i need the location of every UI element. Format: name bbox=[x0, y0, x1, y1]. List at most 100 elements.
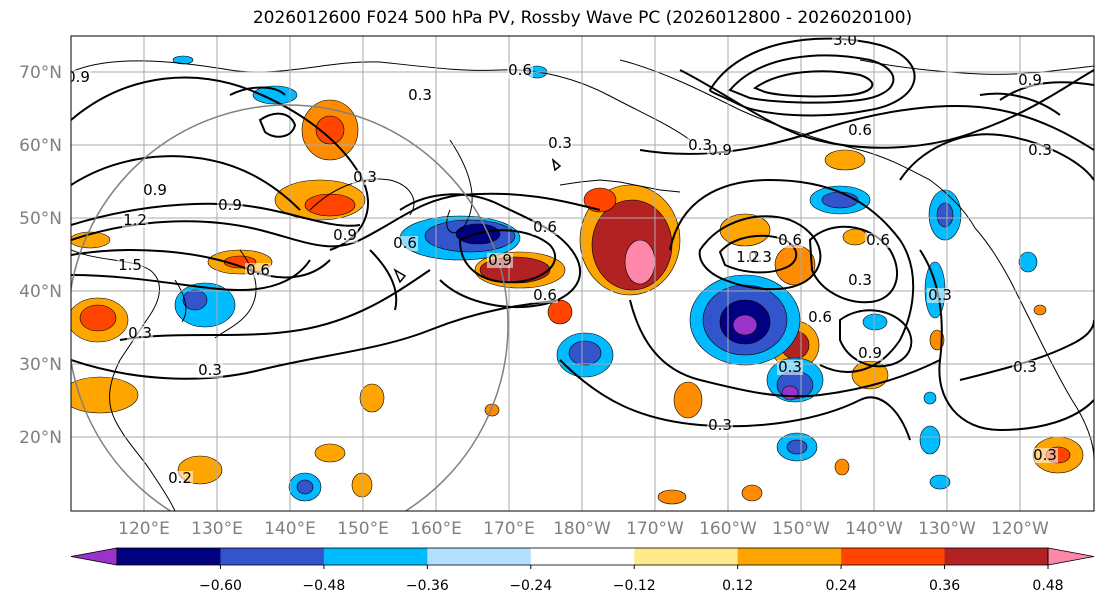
contour-label-bg bbox=[532, 220, 558, 235]
contour-label-bg bbox=[352, 170, 378, 185]
contour-label: 0.6 bbox=[533, 286, 557, 304]
contour-label-bg bbox=[507, 63, 533, 78]
colorbar-segment bbox=[944, 548, 1049, 565]
contour-line bbox=[71, 249, 331, 279]
map-frame bbox=[70, 35, 1095, 512]
pv-positive-blob bbox=[824, 149, 866, 171]
contour-line bbox=[71, 155, 301, 211]
coastline-east-asia bbox=[71, 249, 176, 511]
coastline-okhotsk bbox=[309, 178, 415, 216]
coastline-north-america bbox=[974, 227, 1094, 461]
contour-label: 0.9 bbox=[1018, 71, 1042, 89]
contour-label: 0.3 bbox=[128, 324, 152, 342]
contour-label-bg bbox=[857, 346, 883, 361]
pv-negative-blob bbox=[732, 314, 758, 336]
contour-line bbox=[718, 234, 798, 274]
contour-line bbox=[728, 54, 895, 104]
contour-label-bg bbox=[1027, 143, 1053, 158]
pv-positive-blob bbox=[583, 187, 617, 213]
lat-label: 30°N bbox=[19, 355, 62, 375]
contour-line bbox=[119, 269, 431, 341]
pv-negative-blob bbox=[182, 289, 208, 311]
contour-label-bg bbox=[687, 138, 713, 153]
map-title: 2026012600 F024 500 hPa PV, Rossby Wave … bbox=[252, 8, 913, 28]
pv-negative-blob bbox=[862, 313, 888, 331]
contour-label-bg bbox=[487, 253, 513, 268]
contour-label-bg bbox=[1032, 448, 1058, 463]
colorbar-segment bbox=[220, 548, 325, 565]
pv-positive-blob bbox=[657, 489, 687, 505]
contour-label-bg bbox=[1012, 360, 1038, 375]
contour-label: 0.6 bbox=[808, 308, 832, 326]
contour-label-bg bbox=[807, 310, 833, 325]
contour-label: 0.3 bbox=[1013, 358, 1037, 376]
colorbar-segment bbox=[117, 548, 221, 565]
lat-label: 50°N bbox=[19, 209, 62, 229]
lon-label: 140°W bbox=[845, 519, 903, 539]
pv-positive-blob bbox=[314, 443, 346, 463]
pv-positive-blob bbox=[315, 115, 345, 145]
coastline-aleutians bbox=[559, 179, 681, 193]
coastline-canada-north bbox=[859, 59, 1094, 75]
contour-label-bg bbox=[865, 233, 891, 248]
pv-negative-blob bbox=[781, 385, 799, 401]
pv-negative-blob bbox=[1018, 251, 1038, 273]
contour-label: 0.3 bbox=[408, 86, 432, 104]
contour-line bbox=[559, 359, 911, 441]
contour-line bbox=[258, 112, 297, 138]
lon-label: 120°W bbox=[991, 519, 1049, 539]
contour-label-bg bbox=[777, 360, 803, 375]
contour-line bbox=[629, 299, 941, 398]
contour-label: 3.0 bbox=[833, 31, 857, 49]
contour-label-bg bbox=[71, 70, 91, 85]
pv-positive-blob bbox=[79, 304, 117, 332]
colorbar-frame bbox=[116, 547, 1049, 566]
colorbar-segment bbox=[634, 548, 739, 565]
contour-label-bg bbox=[735, 250, 761, 265]
lat-label: 40°N bbox=[19, 282, 62, 302]
contour-label: 0.9 bbox=[66, 68, 90, 86]
colorbar-extend-max bbox=[1047, 547, 1095, 566]
colorbar-segment bbox=[841, 548, 946, 565]
contour-line bbox=[752, 70, 874, 98]
contour-label-bg bbox=[127, 326, 153, 341]
contour-line bbox=[999, 81, 1094, 101]
contour-label-bg bbox=[777, 233, 803, 248]
lat-axis: 70°N 60°N 50°N 40°N 30°N 20°N bbox=[19, 63, 62, 448]
pv-positive-blob bbox=[673, 381, 703, 419]
contour-label: 0.3 bbox=[778, 358, 802, 376]
contour-label: 1.2 bbox=[736, 248, 760, 266]
pv-positive-blob bbox=[304, 193, 356, 217]
contour-line bbox=[71, 76, 370, 251]
contour-line bbox=[399, 193, 581, 308]
contour-label-bg bbox=[197, 363, 223, 378]
contour-labels: 0.90.30.60.90.63.00.9 0.30.90.90.30.60.60… bbox=[66, 31, 1058, 487]
lon-label: 160°W bbox=[699, 519, 757, 539]
pv-negative-blob bbox=[172, 55, 194, 65]
pv-anomaly-fill bbox=[71, 55, 1084, 505]
contour-label: 0.3 bbox=[708, 416, 732, 434]
pv-negative-blob bbox=[296, 479, 314, 495]
lon-label: 130°E bbox=[191, 519, 243, 539]
contour-line bbox=[71, 192, 601, 248]
colorbar-segment bbox=[427, 548, 532, 565]
contour-line bbox=[551, 158, 562, 172]
contour-label-bg bbox=[532, 288, 558, 303]
pv-negative-blob bbox=[919, 425, 941, 455]
contour-label-bg bbox=[547, 136, 573, 151]
contour-label-bg bbox=[847, 123, 873, 138]
contour-label-bg bbox=[832, 36, 858, 48]
lon-label: 140°E bbox=[264, 519, 316, 539]
contour-label: 0.9 bbox=[218, 196, 242, 214]
colorbar-tick-label: −0.36 bbox=[406, 578, 449, 594]
lon-label: 130°W bbox=[918, 519, 976, 539]
contour-line bbox=[808, 225, 899, 304]
pv-positive-blob bbox=[624, 239, 656, 285]
colorbar-tick-label: −0.12 bbox=[613, 578, 656, 594]
contour-label: 0.3 bbox=[928, 286, 952, 304]
contour-line bbox=[698, 215, 822, 291]
colorbar-tick-label: −0.48 bbox=[302, 578, 345, 594]
contour-label: 0.9 bbox=[488, 251, 512, 269]
colorbar-tick-label: 0.36 bbox=[929, 578, 960, 594]
colorbar-ticks: −0.60 −0.48 −0.36 −0.24 −0.12 0.12 0.24 0.36 0.4… bbox=[199, 565, 1064, 594]
